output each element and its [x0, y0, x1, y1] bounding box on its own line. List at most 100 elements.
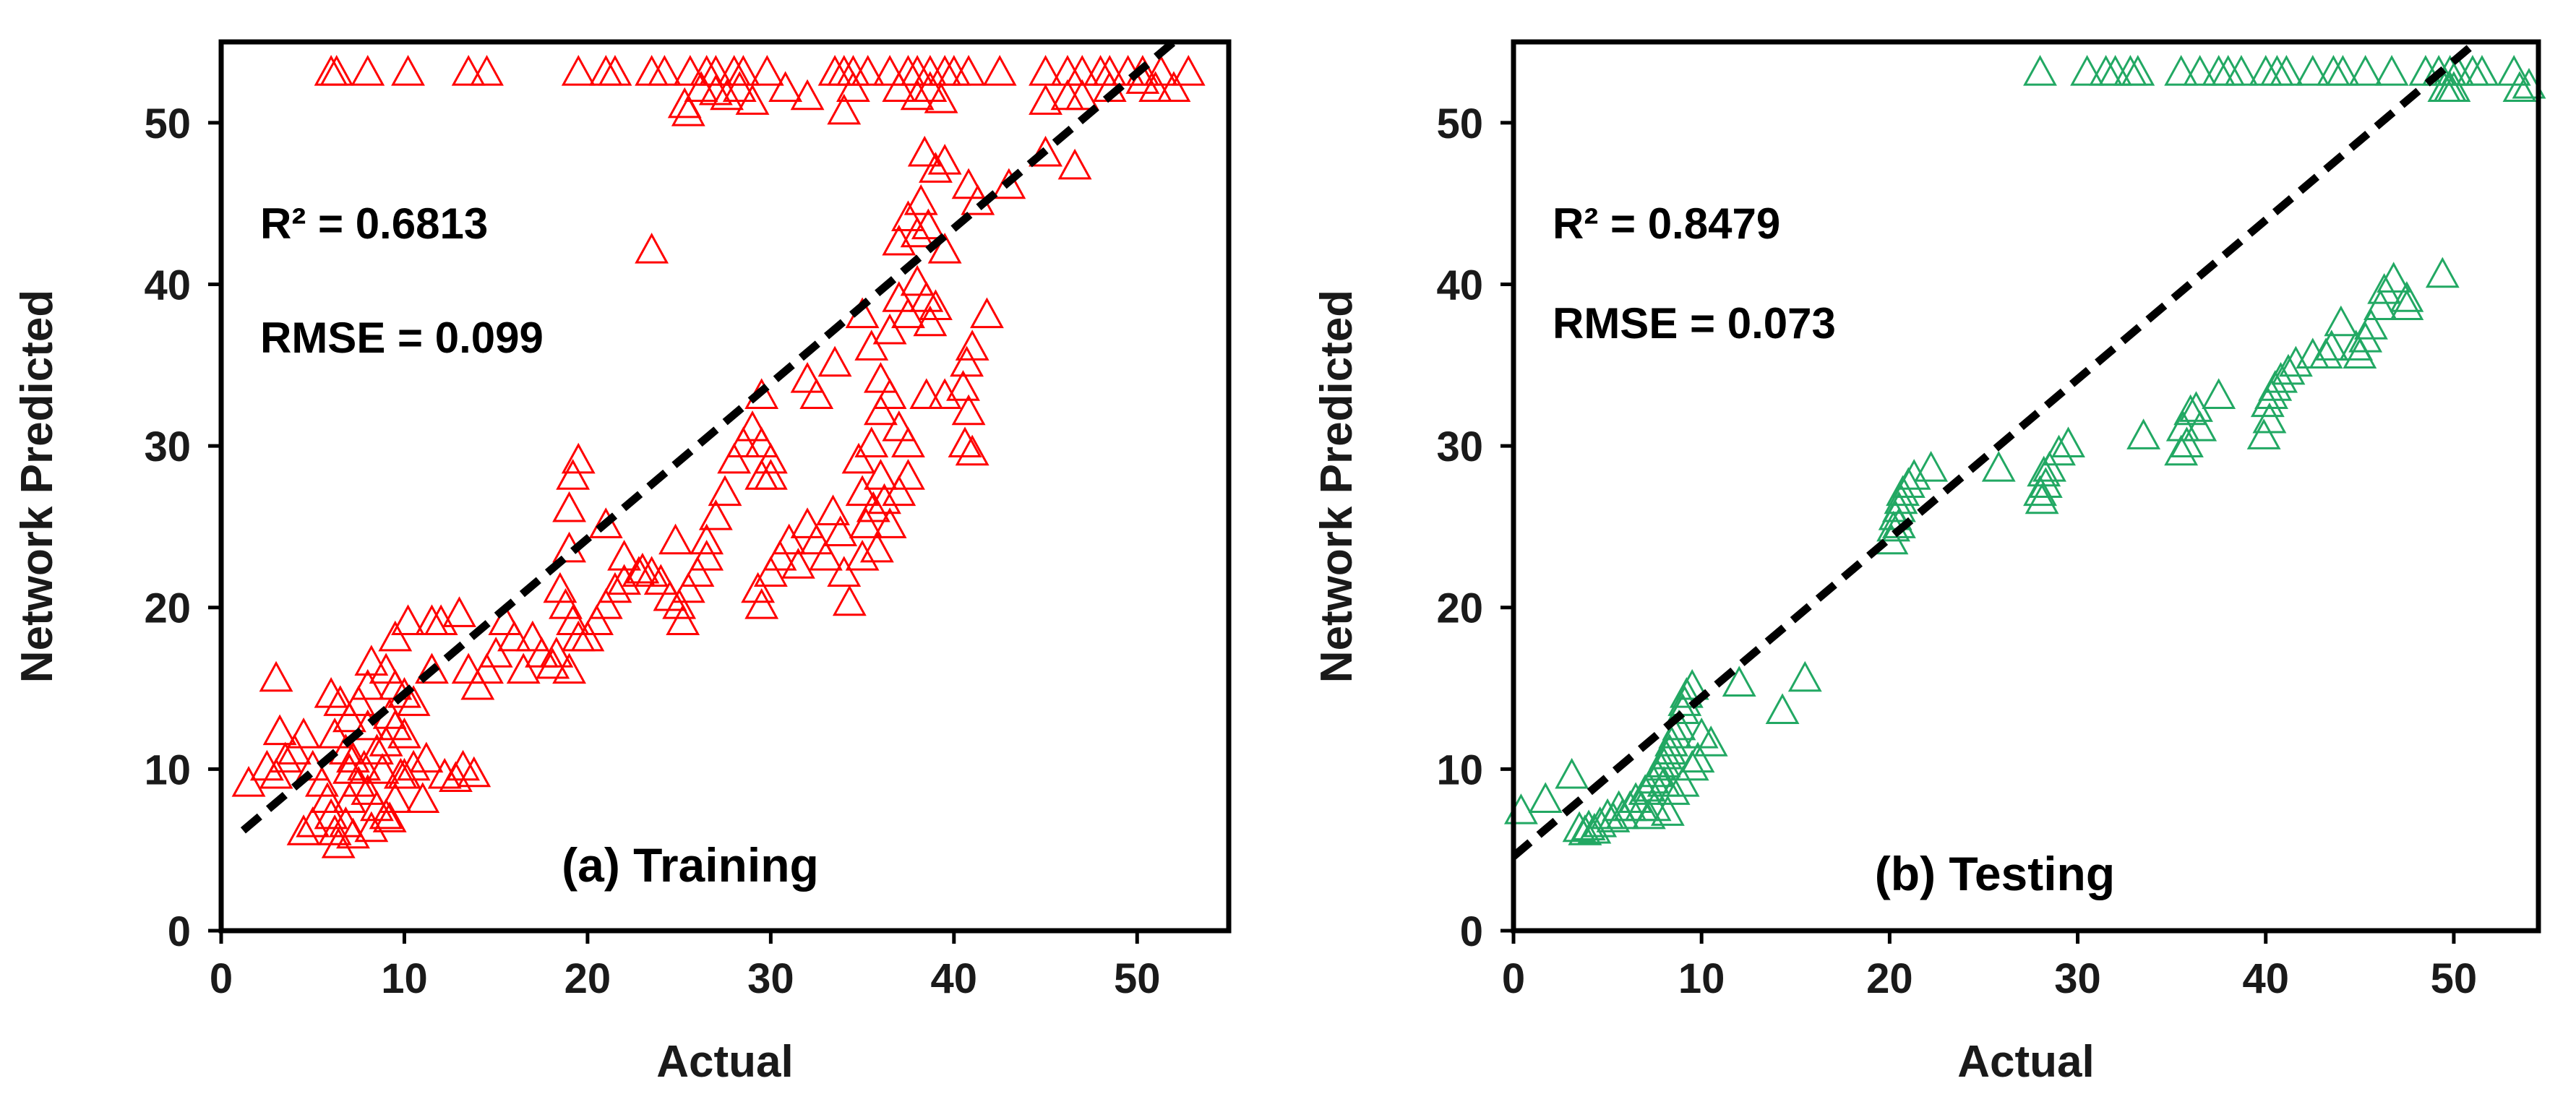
testing-point-60: [2126, 418, 2161, 449]
testing-point-29: [2502, 71, 2537, 103]
testing-point-112: [1693, 725, 1728, 757]
testing-point-40: [2324, 305, 2358, 337]
testing-point-116: [1656, 774, 1691, 805]
testing-point-55: [2179, 391, 2213, 422]
training-point-188: [262, 714, 297, 746]
training-point-61: [919, 152, 953, 183]
training-point-180: [231, 766, 266, 797]
training-point-105: [955, 330, 989, 361]
training-point-21: [872, 55, 907, 86]
training-x-tick-label-0: 0: [210, 955, 233, 1002]
training-point-177: [391, 604, 425, 636]
training-point-171: [488, 604, 523, 636]
testing-point-121: [1650, 795, 1685, 826]
training-point-106: [799, 378, 834, 409]
testing-markers: [1503, 55, 2546, 845]
testing-point-69: [1914, 450, 1949, 482]
training-point-2: [351, 55, 385, 86]
training-point-121: [827, 556, 862, 587]
testing-point-5: [2121, 55, 2155, 86]
training-point-163: [753, 459, 788, 490]
training-point-113: [763, 539, 797, 571]
testing-point-103: [1583, 806, 1618, 837]
testing-ticks: 0 10 20 30 40 50 0 10 20 30 40 50: [1436, 100, 2477, 1002]
testing-point-37: [2353, 309, 2388, 340]
training-x-tick-label-4: 40: [931, 955, 978, 1002]
training-point-84: [913, 305, 948, 337]
training-point-187: [259, 660, 293, 692]
training-point-4: [451, 55, 486, 86]
training-point-8: [598, 55, 632, 86]
testing-point-28: [2437, 71, 2471, 103]
training-point-127: [744, 588, 779, 619]
training-point-140: [536, 647, 570, 679]
testing-y-axis-title: Network Predicted: [1312, 290, 1362, 683]
training-point-130: [556, 459, 591, 490]
training-point-129: [552, 491, 587, 522]
training-point-115: [781, 548, 815, 579]
training-point-108: [817, 345, 852, 377]
testing-point-43: [2296, 337, 2330, 369]
training-point-66: [1029, 135, 1062, 167]
training-point-53: [1029, 84, 1062, 115]
training-point-31: [1065, 55, 1099, 86]
testing-point-115: [1665, 766, 1700, 797]
training-point-81: [900, 264, 935, 296]
testing-point-1: [2070, 55, 2104, 86]
training-point-192: [341, 685, 376, 716]
training-point-15: [726, 55, 760, 86]
testing-y-tick-label-4: 40: [1436, 262, 1483, 309]
training-y-axis-title: Network Predicted: [12, 290, 62, 683]
training-y-tick-label-5: 50: [144, 100, 191, 147]
training-point-221: [396, 749, 431, 781]
training-point-173: [451, 652, 486, 684]
training-point-60: [907, 135, 942, 167]
testing-point-32: [2390, 281, 2424, 312]
training-point-98: [909, 378, 944, 409]
training-point-5: [470, 55, 504, 86]
testing-plot-frame: [1511, 39, 2541, 934]
training-point-112: [753, 556, 788, 587]
training-point-182: [259, 757, 293, 789]
testing-point-6: [2164, 55, 2199, 86]
training-point-149: [635, 556, 669, 587]
training-y-tick-label-4: 40: [144, 262, 191, 309]
training-point-88: [882, 410, 916, 442]
testing-point-61: [2051, 426, 2085, 458]
training-point-69: [891, 200, 925, 231]
training-point-170: [470, 652, 504, 684]
training-point-41: [698, 74, 733, 105]
training-point-92: [845, 475, 880, 507]
training-point-70: [900, 216, 935, 248]
testing-point-79: [1787, 660, 1822, 692]
training-point-231: [457, 756, 491, 788]
training-point-216: [351, 774, 385, 805]
training-x-axis-title: Actual: [656, 1037, 793, 1087]
training-point-123: [845, 539, 880, 571]
training-point-145: [598, 572, 632, 603]
training-point-207: [387, 717, 421, 749]
training-point-185: [286, 717, 321, 749]
training-point-50: [900, 79, 935, 111]
training-point-117: [799, 523, 834, 555]
training-rmse: RMSE = 0.099: [260, 314, 544, 362]
training-point-193: [351, 668, 385, 700]
training-point-40: [684, 71, 718, 103]
training-point-0: [314, 55, 348, 86]
training-point-128: [741, 572, 776, 603]
training-point-73: [882, 224, 916, 256]
testing-point-58: [2165, 410, 2200, 442]
training-point-225: [405, 782, 440, 814]
training-point-1: [319, 55, 354, 86]
testing-point-102: [1590, 798, 1625, 830]
training-point-159: [717, 442, 752, 474]
testing-point-10: [2224, 55, 2259, 86]
training-point-63: [951, 168, 986, 199]
training-point-209: [310, 782, 345, 814]
training-point-233: [332, 753, 366, 784]
training-point-198: [396, 685, 431, 716]
training-point-39: [671, 95, 705, 126]
testing-point-83: [1669, 677, 1704, 708]
training-point-68: [903, 184, 938, 215]
training-point-62: [927, 144, 962, 175]
